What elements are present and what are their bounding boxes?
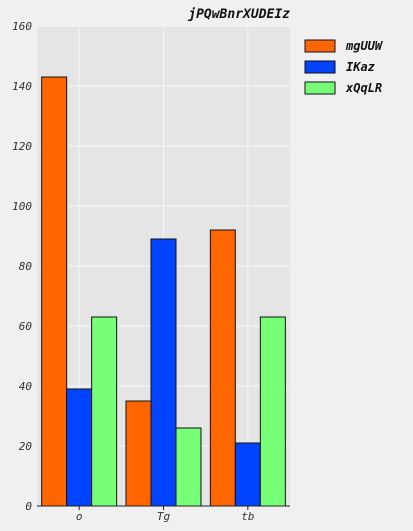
bar-mgUUW-Tg bbox=[125, 400, 152, 507]
bar-mgUUW-o bbox=[41, 76, 68, 507]
bar-IKaz-o bbox=[66, 388, 93, 507]
bar-IKaz-Tg bbox=[150, 238, 177, 507]
y-tick-label: 120 bbox=[12, 140, 32, 153]
y-tick-label: 20 bbox=[19, 440, 33, 453]
y-tick-label: 140 bbox=[12, 80, 32, 93]
x-tick-label: tb bbox=[241, 510, 254, 523]
legend-label-xQqLR: xQqLR bbox=[345, 81, 382, 95]
legend-swatch-IKaz bbox=[304, 60, 336, 74]
legend-swatch-mgUUW bbox=[304, 39, 336, 53]
x-tick-label: o bbox=[76, 510, 83, 523]
y-tick-label: 160 bbox=[12, 20, 32, 33]
y-tick-label: 100 bbox=[12, 200, 32, 213]
bars bbox=[41, 76, 286, 507]
y-tick-label: 60 bbox=[19, 320, 33, 333]
legend-label-IKaz: IKaz bbox=[346, 60, 375, 74]
x-tick-label: Tg bbox=[157, 510, 171, 523]
legend: mgUUW IKaz xQqLR bbox=[304, 39, 384, 95]
bar-mgUUW-tb bbox=[209, 229, 236, 507]
y-tick-label: 80 bbox=[19, 260, 33, 273]
chart-title: jPQwBnrXUDEIz bbox=[187, 7, 290, 22]
bar-IKaz-tb bbox=[234, 442, 261, 507]
legend-swatch-xQqLR bbox=[304, 81, 336, 95]
bar-xQqLR-tb bbox=[259, 316, 286, 507]
y-axis-ticks: 0 20 40 60 80 100 120 140 160 bbox=[12, 20, 32, 513]
legend-label-mgUUW: mgUUW bbox=[345, 39, 384, 53]
bar-xQqLR-Tg bbox=[175, 427, 202, 507]
y-tick-label: 0 bbox=[25, 500, 32, 513]
y-tick-label: 40 bbox=[19, 380, 33, 393]
bar-xQqLR-o bbox=[91, 316, 118, 507]
x-axis-ticks: o Tg tb bbox=[76, 506, 254, 523]
